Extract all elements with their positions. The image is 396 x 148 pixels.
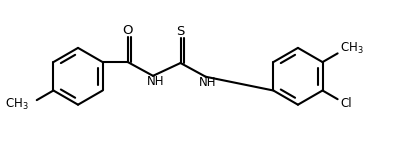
Text: Cl: Cl <box>340 97 352 110</box>
Text: S: S <box>176 25 185 38</box>
Text: O: O <box>123 24 133 37</box>
Text: NH: NH <box>199 76 217 89</box>
Text: CH$_3$: CH$_3$ <box>340 41 364 56</box>
Text: NH: NH <box>147 75 164 88</box>
Text: CH$_3$: CH$_3$ <box>5 97 29 112</box>
